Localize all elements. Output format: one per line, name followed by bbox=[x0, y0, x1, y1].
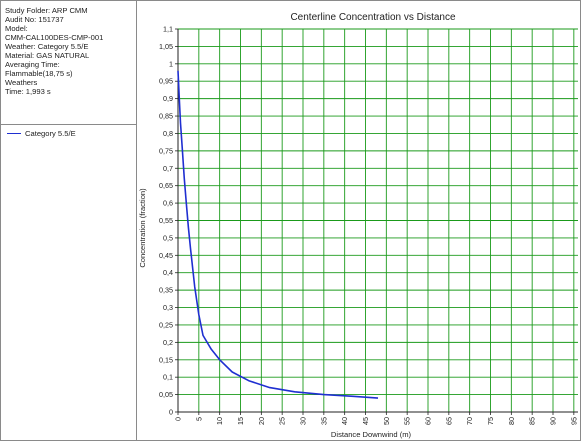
y-tick-label: 0,15 bbox=[159, 355, 173, 364]
info-line: Weather: Category 5.5/E bbox=[5, 42, 89, 51]
y-tick-label: 1,05 bbox=[159, 42, 173, 51]
x-tick-label: 55 bbox=[403, 417, 412, 425]
chart-plot: Centerline Concentration vs Distance Dis… bbox=[138, 12, 578, 439]
x-tick-label: 70 bbox=[465, 417, 474, 425]
info-line: Material: GAS NATURAL bbox=[5, 51, 90, 60]
divider bbox=[1, 124, 136, 125]
y-tick-label: 0,55 bbox=[159, 216, 173, 225]
x-tick-label: 85 bbox=[528, 417, 537, 425]
series bbox=[177, 70, 379, 399]
study-info: Study Folder: ARP CMM Audit No: 151737 M… bbox=[5, 6, 133, 96]
info-line: Weathers bbox=[5, 78, 38, 87]
x-tick-label: 40 bbox=[340, 417, 349, 425]
x-tick-label: 10 bbox=[215, 417, 224, 425]
x-tick-label: 0 bbox=[174, 417, 183, 421]
x-tick-label: 90 bbox=[549, 417, 558, 425]
x-tick-label: 20 bbox=[257, 417, 266, 425]
y-tick-label: 1,1 bbox=[163, 25, 173, 34]
info-line: Flammable(18,75 s) bbox=[5, 69, 73, 78]
x-tick-label: 45 bbox=[361, 417, 370, 425]
y-tick-label: 0,25 bbox=[159, 320, 173, 329]
y-tick-label: 0,05 bbox=[159, 390, 173, 399]
y-tick-label: 0,4 bbox=[163, 268, 173, 277]
info-line: Study Folder: ARP CMM bbox=[5, 6, 88, 15]
info-line: Model: bbox=[5, 24, 28, 33]
y-tick-label: 0,95 bbox=[159, 77, 173, 86]
y-tick-label: 0,85 bbox=[159, 112, 173, 121]
y-tick-label: 0,65 bbox=[159, 181, 173, 190]
info-line: Time: 1,993 s bbox=[5, 87, 51, 96]
info-line: CMM-CAL100DES-CMP-001 bbox=[5, 33, 104, 42]
y-tick-label: 0 bbox=[169, 408, 173, 417]
x-tick-label: 30 bbox=[299, 417, 308, 425]
series-line bbox=[177, 70, 379, 399]
y-tick-label: 0,75 bbox=[159, 146, 173, 155]
y-axis-label: Concentration (fraction) bbox=[138, 188, 147, 268]
y-tick-label: 0,2 bbox=[163, 338, 173, 347]
info-line: Averaging Time: bbox=[5, 60, 60, 69]
chart-title: Centerline Concentration vs Distance bbox=[290, 12, 456, 23]
legend-label: Category 5.5/E bbox=[25, 129, 76, 138]
y-tick-label: 0,6 bbox=[163, 199, 173, 208]
legend-swatch bbox=[7, 133, 21, 134]
y-tick-label: 0,9 bbox=[163, 94, 173, 103]
x-tick-label: 80 bbox=[507, 417, 516, 425]
x-axis-label: Distance Downwind (m) bbox=[331, 430, 412, 439]
legend: Category 5.5/E bbox=[7, 129, 76, 138]
y-tick-label: 1 bbox=[169, 59, 173, 68]
x-tick-label: 95 bbox=[569, 417, 578, 425]
y-tick-label: 0,7 bbox=[163, 164, 173, 173]
x-tick-label: 50 bbox=[382, 417, 391, 425]
grid bbox=[178, 28, 578, 412]
x-tick-label: 75 bbox=[486, 417, 495, 425]
y-tick-label: 0,45 bbox=[159, 251, 173, 260]
x-tick-label: 35 bbox=[319, 417, 328, 425]
info-sidebar: Study Folder: ARP CMM Audit No: 151737 M… bbox=[1, 1, 137, 440]
info-line: Audit No: 151737 bbox=[5, 15, 64, 24]
x-tick-label: 15 bbox=[236, 417, 245, 425]
y-tick-label: 0,5 bbox=[163, 233, 173, 242]
x-tick-label: 5 bbox=[194, 417, 203, 421]
x-tick-label: 65 bbox=[444, 417, 453, 425]
y-tick-label: 0,3 bbox=[163, 303, 173, 312]
x-tick-label: 60 bbox=[424, 417, 433, 425]
y-tick-label: 0,8 bbox=[163, 129, 173, 138]
y-tick-label: 0,1 bbox=[163, 373, 173, 382]
y-tick-label: 0,35 bbox=[159, 286, 173, 295]
tick-labels: 0 5 10 15 20 25 30 35 40 45 50 55 60 65 70 75 80 85 90 95 0 0… bbox=[159, 25, 578, 426]
x-tick-label: 25 bbox=[278, 417, 287, 425]
axes bbox=[175, 28, 578, 415]
